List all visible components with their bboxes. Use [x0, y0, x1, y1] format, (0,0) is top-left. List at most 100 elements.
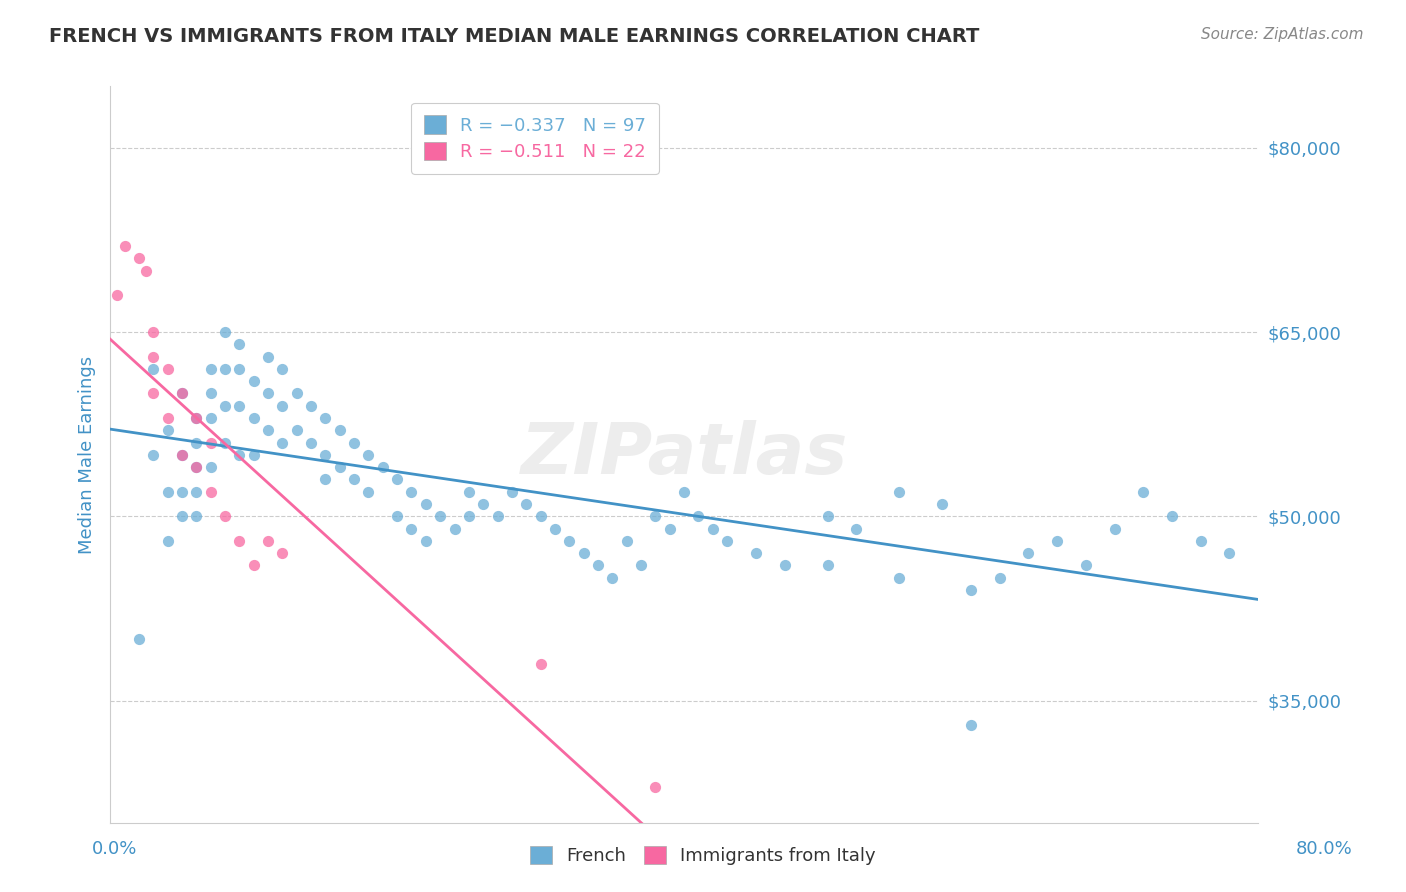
Point	[242, 411, 264, 425]
Point	[616, 533, 638, 548]
Point	[214, 362, 236, 376]
Point	[214, 509, 236, 524]
Point	[457, 484, 479, 499]
Point	[257, 350, 280, 364]
Point	[142, 325, 165, 339]
Point	[314, 448, 336, 462]
Point	[128, 252, 150, 266]
Point	[186, 411, 208, 425]
Point	[242, 374, 264, 388]
Point	[142, 448, 165, 462]
Point	[773, 558, 796, 573]
Point	[1161, 509, 1184, 524]
Point	[200, 460, 222, 475]
Point	[186, 460, 208, 475]
Point	[429, 509, 451, 524]
Point	[644, 780, 666, 794]
Point	[385, 473, 408, 487]
Point	[960, 583, 983, 598]
Point	[156, 533, 179, 548]
Point	[156, 411, 179, 425]
Point	[170, 386, 193, 401]
Point	[228, 362, 250, 376]
Point	[186, 411, 208, 425]
Point	[114, 239, 136, 253]
Point	[285, 386, 308, 401]
Text: 0.0%: 0.0%	[91, 840, 136, 858]
Point	[1104, 522, 1126, 536]
Point	[1074, 558, 1097, 573]
Point	[716, 533, 738, 548]
Point	[271, 435, 294, 450]
Text: FRENCH VS IMMIGRANTS FROM ITALY MEDIAN MALE EARNINGS CORRELATION CHART: FRENCH VS IMMIGRANTS FROM ITALY MEDIAN M…	[49, 27, 980, 45]
Point	[530, 509, 553, 524]
Point	[357, 448, 380, 462]
Point	[228, 533, 250, 548]
Point	[135, 263, 157, 277]
Point	[530, 657, 553, 671]
Point	[299, 435, 322, 450]
Legend: French, Immigrants from Italy: French, Immigrants from Italy	[522, 838, 884, 874]
Point	[200, 435, 222, 450]
Point	[472, 497, 495, 511]
Point	[443, 522, 465, 536]
Point	[105, 288, 128, 302]
Point	[214, 435, 236, 450]
Point	[1046, 533, 1069, 548]
Point	[889, 571, 911, 585]
Point	[170, 386, 193, 401]
Point	[200, 484, 222, 499]
Point	[142, 350, 165, 364]
Point	[186, 484, 208, 499]
Point	[285, 423, 308, 437]
Point	[228, 337, 250, 351]
Point	[128, 632, 150, 647]
Point	[228, 399, 250, 413]
Point	[170, 509, 193, 524]
Point	[343, 473, 366, 487]
Point	[931, 497, 953, 511]
Point	[343, 435, 366, 450]
Point	[515, 497, 537, 511]
Point	[170, 448, 193, 462]
Point	[271, 399, 294, 413]
Point	[242, 558, 264, 573]
Point	[170, 448, 193, 462]
Point	[544, 522, 567, 536]
Point	[745, 546, 768, 560]
Point	[257, 533, 280, 548]
Point	[200, 411, 222, 425]
Point	[457, 509, 479, 524]
Point	[186, 509, 208, 524]
Point	[385, 509, 408, 524]
Point	[186, 460, 208, 475]
Point	[257, 386, 280, 401]
Point	[329, 460, 352, 475]
Text: Source: ZipAtlas.com: Source: ZipAtlas.com	[1201, 27, 1364, 42]
Point	[988, 571, 1011, 585]
Point	[658, 522, 681, 536]
Point	[271, 546, 294, 560]
Point	[314, 411, 336, 425]
Point	[644, 509, 666, 524]
Point	[1189, 533, 1212, 548]
Point	[415, 497, 437, 511]
Point	[156, 423, 179, 437]
Point	[673, 484, 696, 499]
Point	[415, 533, 437, 548]
Point	[401, 484, 423, 499]
Point	[889, 484, 911, 499]
Point	[1132, 484, 1154, 499]
Point	[228, 448, 250, 462]
Point	[486, 509, 509, 524]
Point	[242, 448, 264, 462]
Point	[214, 399, 236, 413]
Y-axis label: Median Male Earnings: Median Male Earnings	[79, 356, 96, 554]
Point	[257, 423, 280, 437]
Point	[586, 558, 609, 573]
Text: ZIPatlas: ZIPatlas	[520, 420, 848, 490]
Point	[214, 325, 236, 339]
Point	[156, 484, 179, 499]
Point	[329, 423, 352, 437]
Point	[558, 533, 581, 548]
